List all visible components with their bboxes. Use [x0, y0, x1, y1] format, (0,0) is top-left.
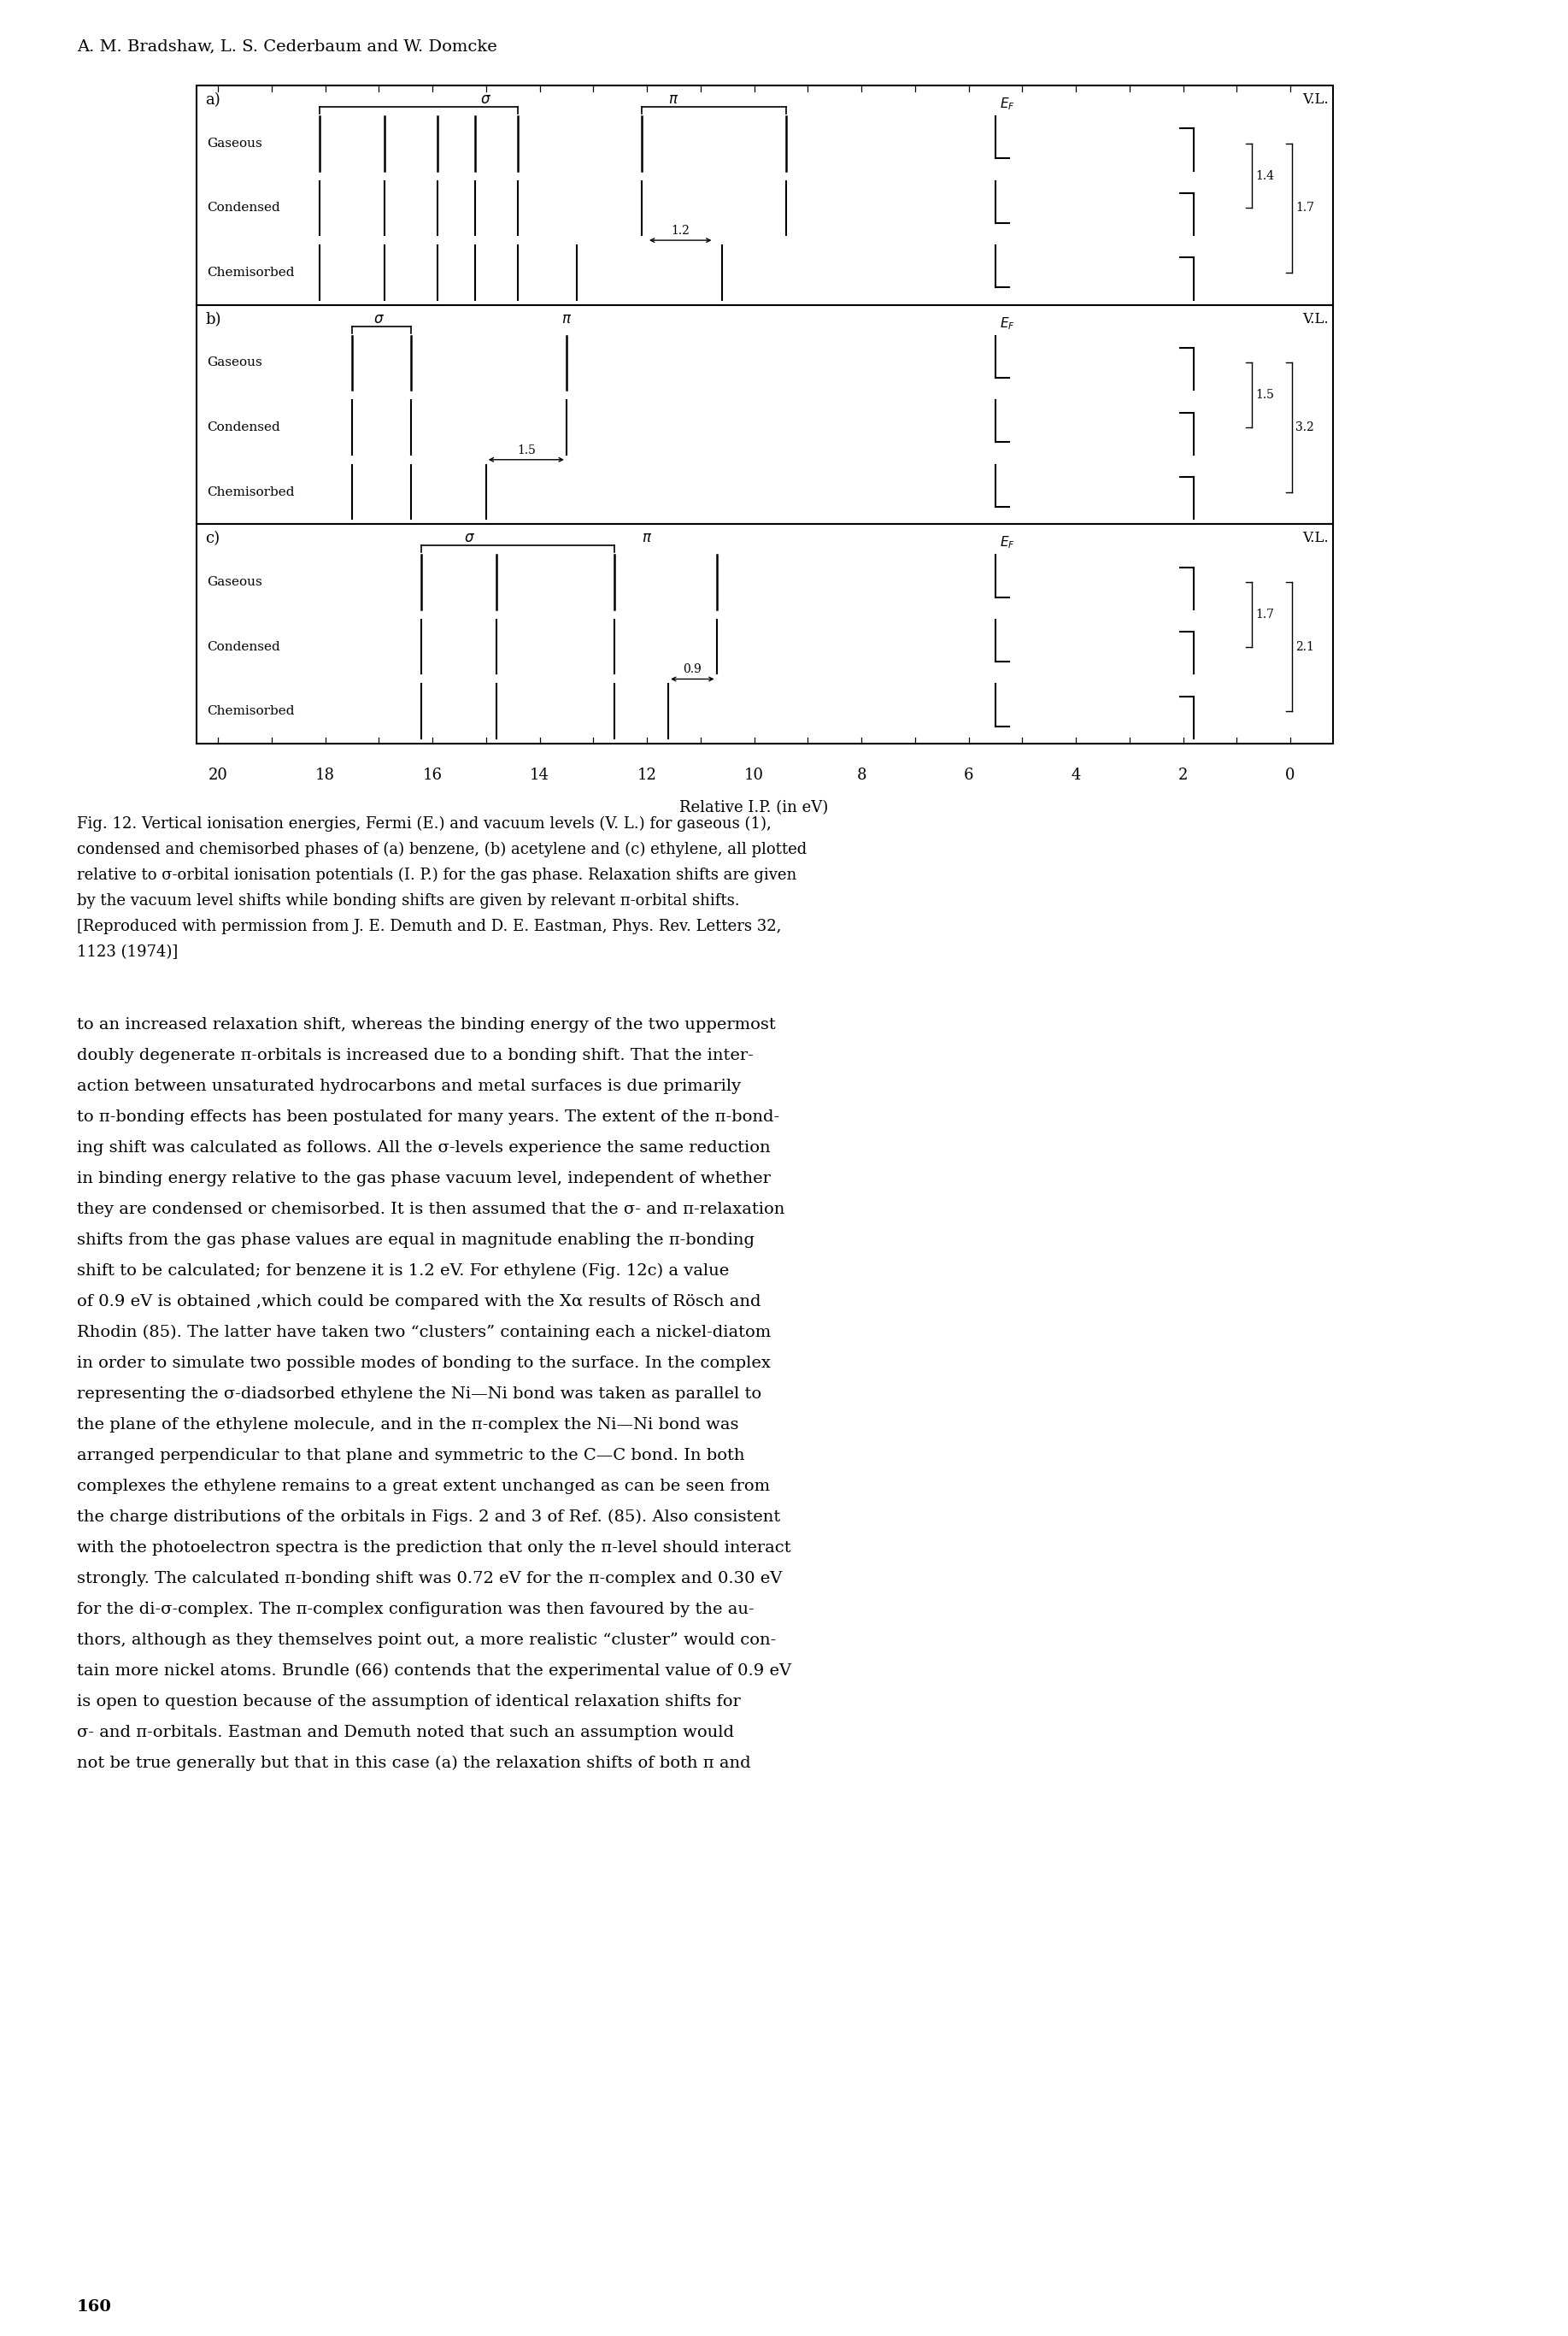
Text: 1.2: 1.2	[671, 224, 690, 236]
Text: shifts from the gas phase values are equal in magnitude enabling the π-bonding: shifts from the gas phase values are equ…	[77, 1233, 754, 1247]
Text: they are condensed or chemisorbed. It is then assumed that the σ- and π-relaxati: they are condensed or chemisorbed. It is…	[77, 1201, 784, 1217]
Text: doubly degenerate π-orbitals is increased due to a bonding shift. That the inter: doubly degenerate π-orbitals is increase…	[77, 1049, 754, 1063]
Text: shift to be calculated; for benzene it is 1.2 eV. For ethylene (Fig. 12c) a valu: shift to be calculated; for benzene it i…	[77, 1264, 729, 1278]
Text: 4: 4	[1071, 769, 1080, 783]
Text: 1.5: 1.5	[517, 444, 536, 456]
Text: arranged perpendicular to that plane and symmetric to the C—C bond. In both: arranged perpendicular to that plane and…	[77, 1448, 745, 1462]
Text: of 0.9 eV is obtained ,which could be compared with the Xα results of Rösch and: of 0.9 eV is obtained ,which could be co…	[77, 1294, 760, 1310]
Text: 0: 0	[1286, 769, 1295, 783]
Text: V.L.: V.L.	[1303, 311, 1328, 327]
Text: Gaseous: Gaseous	[207, 357, 262, 369]
Text: 16: 16	[422, 769, 442, 783]
Text: Condensed: Condensed	[207, 640, 281, 652]
Text: not be true generally but that in this case (a) the relaxation shifts of both π : not be true generally but that in this c…	[77, 1757, 751, 1771]
Text: Relative I.P. (in eV): Relative I.P. (in eV)	[679, 799, 828, 815]
Text: 6: 6	[964, 769, 974, 783]
Text: 160: 160	[77, 2299, 111, 2315]
Bar	[196, 523, 1333, 743]
Text: $E_F$: $E_F$	[1000, 315, 1014, 332]
Text: in order to simulate two possible modes of bonding to the surface. In the comple: in order to simulate two possible modes …	[77, 1355, 770, 1371]
Text: Gaseous: Gaseous	[207, 577, 262, 589]
Text: V.L.: V.L.	[1303, 530, 1328, 547]
Text: for the di-σ-complex. The π-complex configuration was then favoured by the au-: for the di-σ-complex. The π-complex conf…	[77, 1602, 754, 1617]
Text: Gaseous: Gaseous	[207, 138, 262, 150]
Text: 20: 20	[209, 769, 227, 783]
Text: [Reproduced with permission from J. E. Demuth and D. E. Eastman, Phys. Rev. Lett: [Reproduced with permission from J. E. D…	[77, 918, 781, 934]
Text: 1123 (1974)]: 1123 (1974)]	[77, 944, 177, 960]
Text: strongly. The calculated π-bonding shift was 0.72 eV for the π-complex and 0.30 : strongly. The calculated π-bonding shift…	[77, 1572, 782, 1586]
Text: 10: 10	[745, 769, 764, 783]
Text: relative to σ-orbital ionisation potentials (I. P.) for the gas phase. Relaxatio: relative to σ-orbital ionisation potenti…	[77, 867, 797, 883]
Text: in binding energy relative to the gas phase vacuum level, independent of whether: in binding energy relative to the gas ph…	[77, 1170, 770, 1187]
Text: Condensed: Condensed	[207, 420, 281, 434]
Text: A. M. Bradshaw, L. S. Cederbaum and W. Domcke: A. M. Bradshaw, L. S. Cederbaum and W. D…	[77, 37, 497, 54]
Text: 12: 12	[637, 769, 657, 783]
Text: $\sigma$: $\sigma$	[373, 311, 384, 327]
Text: Chemisorbed: Chemisorbed	[207, 705, 295, 717]
Text: condensed and chemisorbed phases of (a) benzene, (b) acetylene and (c) ethylene,: condensed and chemisorbed phases of (a) …	[77, 841, 808, 857]
Text: a): a)	[205, 93, 220, 107]
Text: 8: 8	[856, 769, 866, 783]
Text: 3.2: 3.2	[1295, 420, 1314, 434]
Text: 1.7: 1.7	[1256, 607, 1275, 621]
Text: $\sigma$: $\sigma$	[464, 530, 475, 547]
Text: tain more nickel atoms. Brundle (66) contends that the experimental value of 0.9: tain more nickel atoms. Brundle (66) con…	[77, 1663, 792, 1680]
Text: Chemisorbed: Chemisorbed	[207, 266, 295, 278]
Text: Chemisorbed: Chemisorbed	[207, 486, 295, 498]
Text: $\pi$: $\pi$	[561, 311, 572, 327]
Text: 1.5: 1.5	[1256, 390, 1273, 402]
Text: to an increased relaxation shift, whereas the binding energy of the two uppermos: to an increased relaxation shift, wherea…	[77, 1016, 776, 1033]
Text: $\sigma$: $\sigma$	[480, 93, 491, 107]
Text: $\pi$: $\pi$	[668, 93, 679, 107]
Text: 2: 2	[1178, 769, 1189, 783]
Text: $\pi$: $\pi$	[641, 530, 652, 547]
Text: Fig. 12. Vertical ionisation energies, Fermi (E.) and vacuum levels (V. L.) for : Fig. 12. Vertical ionisation energies, F…	[77, 815, 771, 832]
Text: by the vacuum level shifts while bonding shifts are given by relevant π-orbital : by the vacuum level shifts while bonding…	[77, 892, 740, 909]
Text: 1.4: 1.4	[1256, 171, 1275, 182]
Bar	[196, 306, 1333, 523]
Text: 0.9: 0.9	[684, 663, 702, 675]
Text: is open to question because of the assumption of identical relaxation shifts for: is open to question because of the assum…	[77, 1694, 740, 1710]
Text: the charge distributions of the orbitals in Figs. 2 and 3 of Ref. (85). Also con: the charge distributions of the orbitals…	[77, 1509, 781, 1525]
Bar	[196, 86, 1333, 306]
Text: $E_F$: $E_F$	[1000, 96, 1014, 112]
Text: the plane of the ethylene molecule, and in the π-complex the Ni—Ni bond was: the plane of the ethylene molecule, and …	[77, 1418, 739, 1432]
Text: complexes the ethylene remains to a great extent unchanged as can be seen from: complexes the ethylene remains to a grea…	[77, 1479, 770, 1495]
Text: ing shift was calculated as follows. All the σ-levels experience the same reduct: ing shift was calculated as follows. All…	[77, 1140, 770, 1156]
Text: action between unsaturated hydrocarbons and metal surfaces is due primarily: action between unsaturated hydrocarbons …	[77, 1079, 742, 1093]
Text: Rhodin (85). The latter have taken two “clusters” containing each a nickel-diato: Rhodin (85). The latter have taken two “…	[77, 1325, 771, 1341]
Text: 18: 18	[315, 769, 336, 783]
Text: 1.7: 1.7	[1295, 201, 1314, 215]
Text: b): b)	[205, 311, 221, 327]
Text: 2.1: 2.1	[1295, 640, 1314, 652]
Text: thors, although as they themselves point out, a more realistic “cluster” would c: thors, although as they themselves point…	[77, 1633, 776, 1647]
Text: to π-bonding effects has been postulated for many years. The extent of the π-bon: to π-bonding effects has been postulated…	[77, 1110, 779, 1126]
Text: 14: 14	[530, 769, 549, 783]
Text: $E_F$: $E_F$	[1000, 535, 1014, 551]
Text: c): c)	[205, 530, 220, 547]
Text: V.L.: V.L.	[1303, 93, 1328, 107]
Text: representing the σ-diadsorbed ethylene the Ni—Ni bond was taken as parallel to: representing the σ-diadsorbed ethylene t…	[77, 1385, 762, 1402]
Text: σ- and π-orbitals. Eastman and Demuth noted that such an assumption would: σ- and π-orbitals. Eastman and Demuth no…	[77, 1724, 734, 1740]
Text: with the photoelectron spectra is the prediction that only the π-level should in: with the photoelectron spectra is the pr…	[77, 1539, 790, 1556]
Text: Condensed: Condensed	[207, 201, 281, 215]
